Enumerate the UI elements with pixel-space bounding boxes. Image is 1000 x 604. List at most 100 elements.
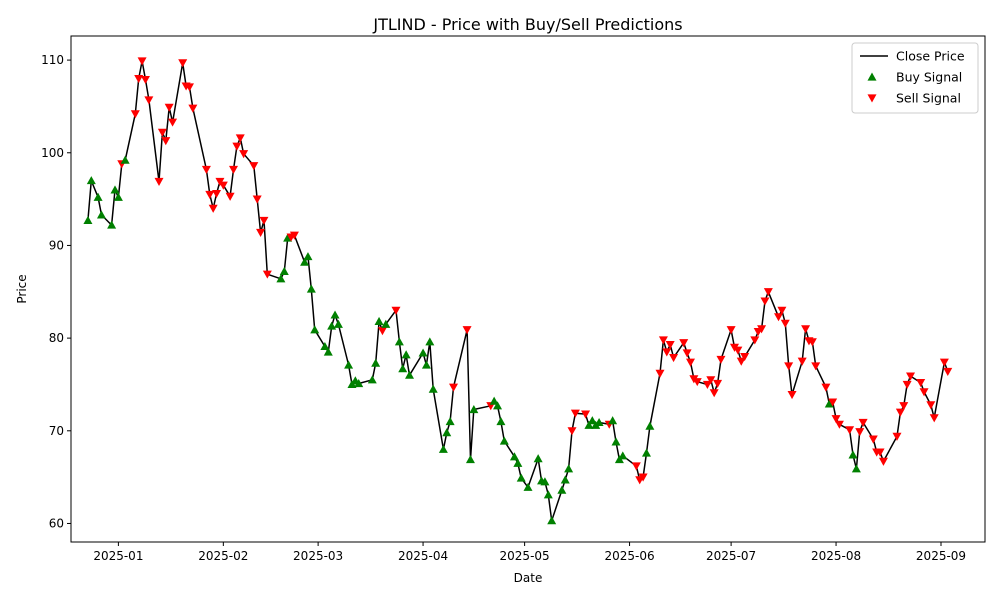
sell-signal-marker	[228, 165, 238, 174]
x-tick-label: 2025-07	[706, 549, 756, 563]
sell-signal-marker	[736, 357, 746, 366]
sell-signal-marker	[570, 409, 580, 418]
x-tick-label: 2025-06	[604, 549, 654, 563]
sell-signal-marker	[259, 216, 269, 225]
sell-signal-marker	[168, 118, 178, 127]
buy-signal-marker	[465, 455, 475, 464]
sell-signal-marker	[926, 401, 936, 410]
buy-signal-marker	[418, 348, 428, 357]
buy-signal-marker	[824, 399, 834, 408]
x-axis-label: Date	[514, 571, 543, 585]
sell-signal-marker	[638, 473, 648, 482]
buy-signal-marker	[496, 417, 506, 426]
sell-signal-marker	[658, 336, 668, 345]
axes: 60 70 80 90 100 110 2025-01 2025-02 2025-03 2025-…	[41, 53, 966, 563]
buy-signal-marker	[557, 485, 567, 494]
sell-signal-marker	[939, 358, 949, 367]
sell-signal-marker	[929, 414, 939, 423]
buy-signal-marker	[279, 266, 289, 275]
sell-signal-marker	[706, 376, 716, 385]
sell-signal-marker	[449, 383, 459, 392]
legend: Close Price Buy Signal Sell Signal	[851, 42, 979, 114]
buy-signal-marker	[594, 417, 604, 427]
sell-signal-marker	[845, 426, 855, 435]
sell-signal-marker	[235, 134, 245, 143]
buy-signal-marker	[608, 416, 618, 425]
buy-signal-marker	[330, 310, 340, 319]
sell-signal-marker	[709, 389, 719, 398]
sell-signal-marker	[462, 326, 472, 335]
buy-signal-marker	[445, 417, 455, 426]
buy-signal-marker	[848, 450, 858, 459]
legend-label: Buy Signal	[896, 70, 962, 85]
sell-signal-marker	[154, 177, 164, 186]
buy-signal-marker	[645, 421, 655, 430]
sell-signal-marker	[740, 353, 750, 362]
buy-signal-marker	[401, 350, 411, 359]
buy-signal-marker	[96, 210, 106, 219]
legend-label: Close Price	[896, 49, 965, 64]
buy-signal-marker	[499, 436, 509, 445]
close-price-line	[87, 60, 949, 522]
sell-signal-marker	[225, 192, 235, 201]
buy-signal-marker	[333, 319, 343, 328]
sell-signal-marker	[733, 346, 743, 355]
buy-signal-marker	[489, 396, 499, 405]
y-tick-label: 110	[41, 53, 64, 67]
buy-signal-marker	[323, 347, 333, 356]
buy-signal-marker	[851, 464, 861, 473]
buy-signal-marker	[611, 437, 621, 446]
sell-signal-marker	[787, 391, 797, 400]
sell-signal-marker	[581, 410, 591, 419]
sell-signal-marker	[828, 398, 838, 407]
sell-signal-marker	[713, 379, 723, 389]
chart-title: JTLIND - Price with Buy/Sell Predictions	[372, 15, 682, 34]
y-tick-label: 70	[49, 424, 64, 438]
x-tick-label: 2025-05	[500, 549, 550, 563]
plot-frame	[70, 35, 986, 543]
sell-signal-marker	[682, 349, 692, 358]
sell-signal-marker	[391, 306, 401, 315]
sell-signal-marker	[834, 420, 844, 429]
buy-signal-marker	[587, 416, 597, 425]
buy-signal-marker	[86, 176, 96, 185]
sell-signal-marker	[252, 195, 262, 204]
sell-signal-marker	[239, 150, 249, 159]
x-tick-label: 2025-03	[293, 549, 343, 563]
y-axis-label: Price	[15, 274, 29, 303]
sell-signal-marker	[702, 380, 712, 389]
buy-signal-marker	[513, 458, 523, 467]
legend-label: Sell Signal	[896, 91, 961, 106]
buy-signal-marker	[310, 325, 320, 334]
buy-signal-marker	[398, 364, 408, 373]
buy-signal-marker	[110, 185, 120, 194]
sell-signal-marker	[801, 325, 811, 334]
buy-signal-marker	[344, 360, 354, 369]
sell-signal-marker	[878, 457, 888, 466]
sell-signal-marker	[249, 162, 259, 171]
sell-signal-marker	[821, 383, 831, 392]
x-tick-label: 2025-02	[198, 549, 248, 563]
sell-signal-marker	[797, 357, 807, 366]
sell-signal-marker	[716, 355, 726, 364]
buy-signal-marker	[438, 444, 448, 453]
buy-signal-marker	[394, 337, 404, 346]
sell-signal-marker	[943, 367, 953, 376]
sell-signal-marker	[665, 341, 675, 350]
buy-signal-marker	[493, 401, 503, 410]
y-tick-label: 80	[49, 331, 64, 345]
buy-signal-marker	[641, 448, 651, 457]
sell-signal-marker	[157, 128, 167, 137]
sell-signal-marker	[685, 358, 695, 367]
sell-signal-marker	[201, 165, 211, 174]
sell-signal-marker	[184, 83, 194, 92]
buy-signal-marker	[523, 482, 533, 491]
buy-signal-marker	[618, 451, 628, 460]
sell-signal-marker	[807, 338, 817, 347]
buy-signal-marker	[276, 274, 286, 283]
buy-signal-marker	[300, 257, 310, 266]
sell-signal-marker	[208, 204, 218, 213]
buy-signal-marker	[543, 490, 553, 499]
sell-signal-marker	[134, 75, 144, 84]
